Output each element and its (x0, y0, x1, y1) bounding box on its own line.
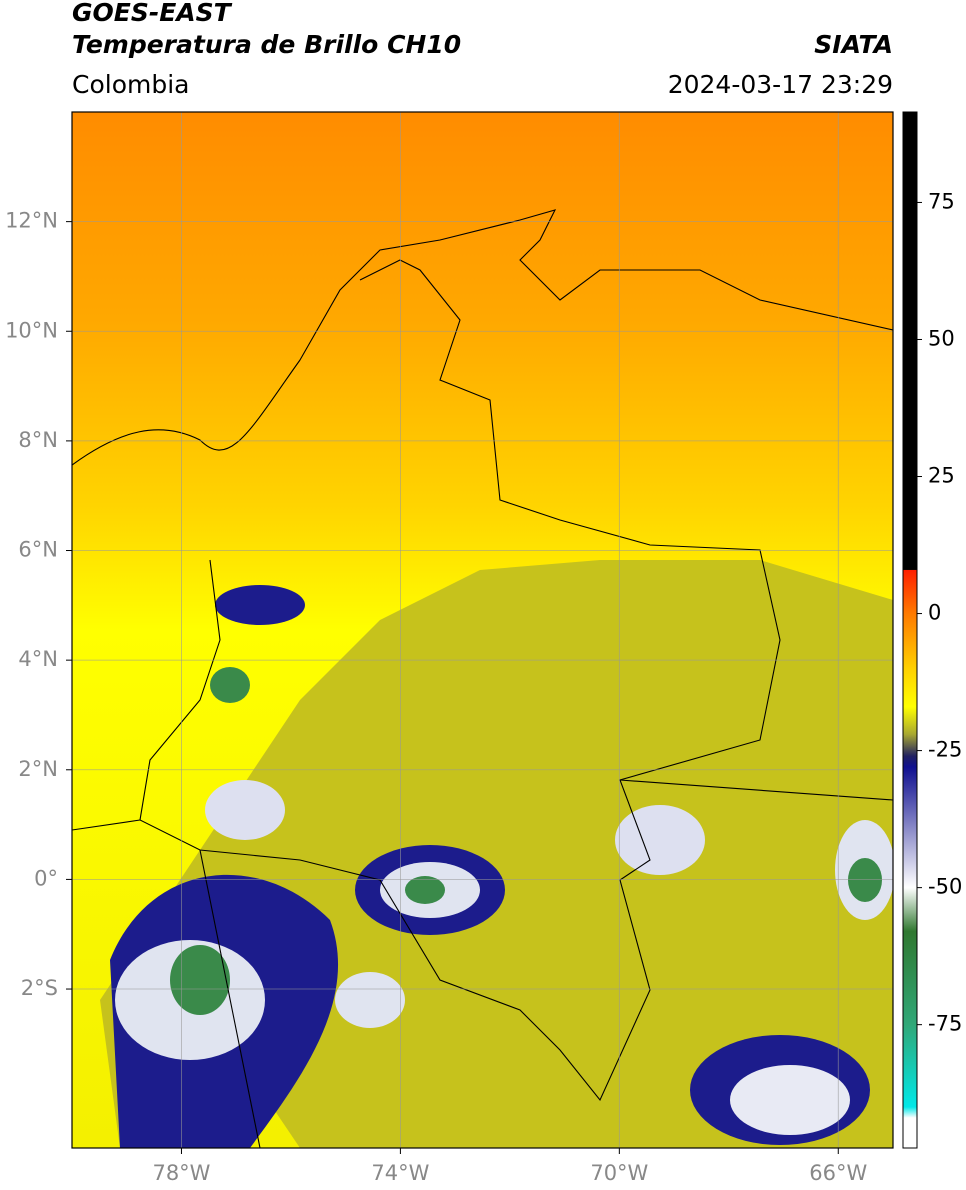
subtitle: Temperatura de Brillo CH10 (72, 30, 461, 59)
country-border (139, 259, 781, 1102)
convection (170, 945, 230, 1015)
lon-tick-label: 66°W (809, 1161, 867, 1185)
lat-tick-label: 6°N (18, 538, 58, 562)
colorbar-tick-label: -25 (928, 738, 962, 762)
region: Colombia (72, 70, 189, 99)
lat-tick-label: 10°N (5, 318, 58, 342)
lat-tick-label: 0° (34, 866, 58, 890)
convection (848, 858, 882, 902)
convection (210, 667, 250, 703)
title: GOES-EAST (72, 0, 233, 27)
country-border (72, 779, 893, 1148)
convection (615, 805, 705, 875)
datetime: 2024-03-17 23:29 (668, 70, 893, 99)
colorbar-tick-label: -75 (928, 1012, 962, 1036)
lon-tick-label: 78°W (152, 1161, 210, 1185)
lat-tick-label: 4°N (18, 647, 58, 671)
colorbar-tick-label: 50 (928, 326, 955, 350)
source: SIATA (814, 30, 893, 59)
lat-tick-label: 12°N (5, 209, 58, 233)
convection (205, 780, 285, 840)
graticule (72, 112, 893, 1148)
colorbar (902, 111, 918, 1149)
convection (335, 972, 405, 1028)
colorbar-tick-label: 75 (928, 189, 955, 213)
lat-tick-label: 2°N (18, 757, 58, 781)
colorbar-tick-label: -50 (928, 875, 962, 899)
convection (730, 1065, 850, 1135)
lat-tick-label: 2°S (21, 976, 58, 1000)
map-frame (71, 111, 894, 1149)
colorbar-tick-label: 25 (928, 464, 955, 488)
imagery (72, 112, 893, 1148)
coastline (72, 209, 893, 466)
lon-tick-label: 74°W (371, 1161, 429, 1185)
convection (405, 876, 445, 904)
colorbar-tick-label: 0 (928, 601, 941, 625)
convection (215, 585, 305, 625)
lon-tick-label: 70°W (590, 1161, 648, 1185)
lat-tick-label: 8°N (18, 428, 58, 452)
